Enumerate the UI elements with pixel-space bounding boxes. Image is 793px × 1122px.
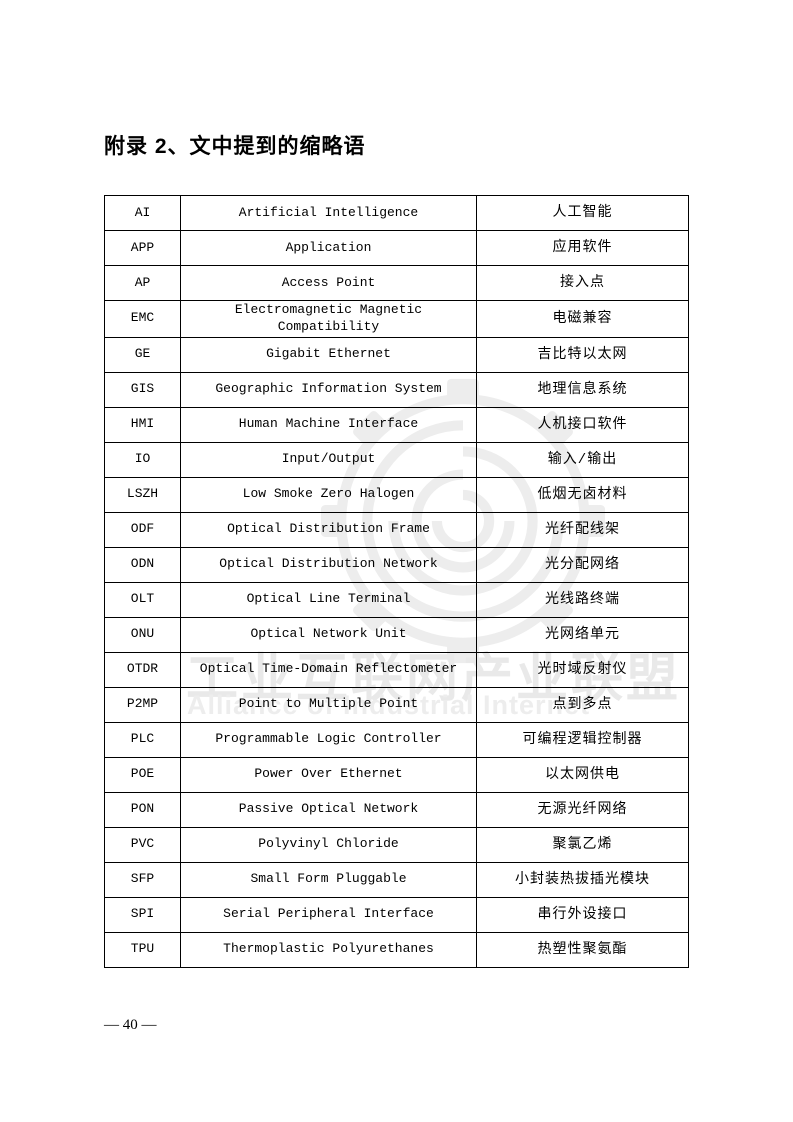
abbreviation-cell: PON [104,791,181,828]
chinese-name-cell: 以太网供电 [476,756,689,793]
table-row: P2MP Point to Multiple Point 点到多点 [104,686,689,723]
abbreviation-cell: GIS [104,371,181,408]
table-row: SPI Serial Peripheral Interface 串行外设接口 [104,896,689,933]
table-row: PVC Polyvinyl Chloride 聚氯乙烯 [104,826,689,863]
english-name-cell: Optical Network Unit [180,616,477,653]
english-name-cell: Thermoplastic Polyurethanes [180,931,477,968]
table-row: ODN Optical Distribution Network 光分配网络 [104,546,689,583]
chinese-name-cell: 可编程逻辑控制器 [476,721,689,758]
chinese-name-cell: 地理信息系统 [476,371,689,408]
english-name-cell: Passive Optical Network [180,791,477,828]
english-name-cell: Optical Line Terminal [180,581,477,618]
table-row: IO Input/Output 输入/输出 [104,441,689,478]
abbreviation-cell: EMC [104,300,181,338]
chinese-name-cell: 无源光纤网络 [476,791,689,828]
table-row: HMI Human Machine Interface 人机接口软件 [104,406,689,443]
abbreviation-cell: GE [104,336,181,373]
abbreviation-cell: OTDR [104,651,181,688]
table-row: ONU Optical Network Unit 光网络单元 [104,616,689,653]
abbreviation-cell: SPI [104,896,181,933]
chinese-name-cell: 聚氯乙烯 [476,826,689,863]
english-name-cell: Programmable Logic Controller [180,721,477,758]
english-name-cell: Optical Distribution Frame [180,511,477,548]
chinese-name-cell: 人机接口软件 [476,406,689,443]
english-name-cell: Application [180,230,477,266]
english-name-cell: Human Machine Interface [180,406,477,443]
table-row: AI Artificial Intelligence 人工智能 [104,195,689,231]
chinese-name-cell: 小封装热拔插光模块 [476,861,689,898]
abbreviation-cell: IO [104,441,181,478]
english-name-cell: Serial Peripheral Interface [180,896,477,933]
abbreviation-cell: TPU [104,931,181,968]
abbreviation-table: AI Artificial Intelligence 人工智能 APP Appl… [104,195,689,968]
table-row: OTDR Optical Time-Domain Reflectometer 光… [104,651,689,688]
chinese-name-cell: 人工智能 [476,195,689,231]
chinese-name-cell: 光纤配线架 [476,511,689,548]
english-name-cell: Electromagnetic Magnetic Compatibility [180,300,477,338]
abbreviation-cell: PLC [104,721,181,758]
page-number: — 40 — [104,1017,157,1033]
abbreviation-cell: P2MP [104,686,181,723]
table-row: SFP Small Form Pluggable 小封装热拔插光模块 [104,861,689,898]
table-row: OLT Optical Line Terminal 光线路终端 [104,581,689,618]
english-name-cell: Polyvinyl Chloride [180,826,477,863]
abbreviation-cell: ONU [104,616,181,653]
chinese-name-cell: 低烟无卤材料 [476,476,689,513]
abbreviation-cell: ODN [104,546,181,583]
table-row: ODF Optical Distribution Frame 光纤配线架 [104,511,689,548]
english-name-cell: Optical Time-Domain Reflectometer [180,651,477,688]
chinese-name-cell: 点到多点 [476,686,689,723]
abbreviation-cell: PVC [104,826,181,863]
abbreviation-cell: AP [104,265,181,301]
english-name-cell: Access Point [180,265,477,301]
english-name-cell: Geographic Information System [180,371,477,408]
chinese-name-cell: 热塑性聚氨酯 [476,931,689,968]
chinese-name-cell: 串行外设接口 [476,896,689,933]
chinese-name-cell: 光网络单元 [476,616,689,653]
english-name-cell: Gigabit Ethernet [180,336,477,373]
chinese-name-cell: 电磁兼容 [476,300,689,338]
chinese-name-cell: 光时域反射仪 [476,651,689,688]
abbreviation-cell: POE [104,756,181,793]
table-row: APP Application 应用软件 [104,230,689,266]
abbreviation-cell: ODF [104,511,181,548]
chinese-name-cell: 吉比特以太网 [476,336,689,373]
abbreviation-cell: SFP [104,861,181,898]
abbreviation-cell: OLT [104,581,181,618]
table-row: PLC Programmable Logic Controller 可编程逻辑控… [104,721,689,758]
table-row: GIS Geographic Information System 地理信息系统 [104,371,689,408]
chinese-name-cell: 应用软件 [476,230,689,266]
english-name-cell: Artificial Intelligence [180,195,477,231]
chinese-name-cell: 光线路终端 [476,581,689,618]
page-title: 附录 2、文中提到的缩略语 [104,135,366,158]
abbreviation-cell: APP [104,230,181,266]
chinese-name-cell: 输入/输出 [476,441,689,478]
english-name-cell: Point to Multiple Point [180,686,477,723]
table-row: EMC Electromagnetic Magnetic Compatibili… [104,300,689,338]
english-name-cell: Power Over Ethernet [180,756,477,793]
english-name-cell: Low Smoke Zero Halogen [180,476,477,513]
english-name-cell: Input/Output [180,441,477,478]
table-row: GE Gigabit Ethernet 吉比特以太网 [104,336,689,373]
table-row: PON Passive Optical Network 无源光纤网络 [104,791,689,828]
chinese-name-cell: 接入点 [476,265,689,301]
chinese-name-cell: 光分配网络 [476,546,689,583]
abbreviation-cell: HMI [104,406,181,443]
table-row: AP Access Point 接入点 [104,265,689,301]
abbreviation-cell: LSZH [104,476,181,513]
table-row: POE Power Over Ethernet 以太网供电 [104,756,689,793]
table-row: TPU Thermoplastic Polyurethanes 热塑性聚氨酯 [104,931,689,968]
english-name-cell: Optical Distribution Network [180,546,477,583]
english-name-cell: Small Form Pluggable [180,861,477,898]
table-row: LSZH Low Smoke Zero Halogen 低烟无卤材料 [104,476,689,513]
abbreviation-cell: AI [104,195,181,231]
